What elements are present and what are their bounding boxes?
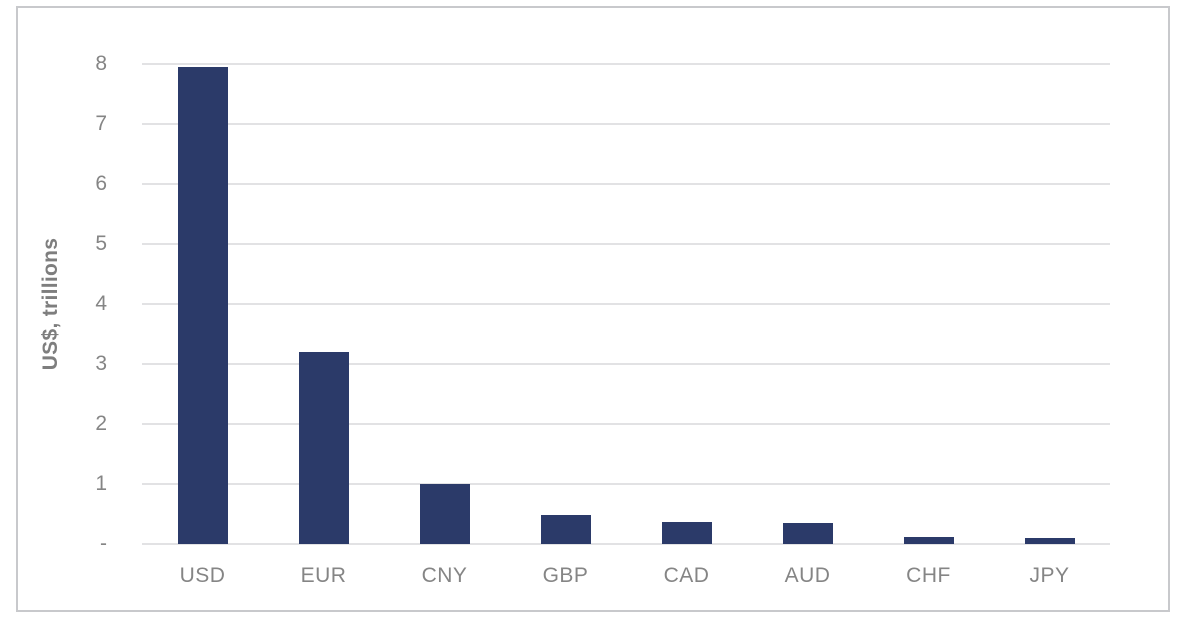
x-tick-label-cad: CAD xyxy=(663,564,710,587)
y-tick-label: - xyxy=(100,532,107,555)
bar-cny xyxy=(419,484,470,544)
x-tick-label-gbp: GBP xyxy=(542,564,589,587)
bar-eur xyxy=(298,352,349,544)
y-tick-label: 8 xyxy=(95,52,107,75)
y-tick-label: 2 xyxy=(95,412,107,435)
y-tick-label: 1 xyxy=(95,472,107,495)
y-tick-label: 3 xyxy=(95,352,107,375)
x-tick-label-usd: USD xyxy=(179,564,226,587)
y-axis-ticks: - 1 2 3 4 5 6 7 8 xyxy=(18,52,107,555)
bar-gbp xyxy=(540,515,591,544)
x-tick-label-jpy: JPY xyxy=(1029,564,1070,587)
bar-aud xyxy=(782,523,833,544)
bar-usd xyxy=(177,67,228,544)
gridline xyxy=(142,123,1110,125)
x-tick-label-chf: CHF xyxy=(906,564,951,587)
y-tick-label: 5 xyxy=(95,232,107,255)
x-tick-label-eur: EUR xyxy=(300,564,347,587)
bar-jpy xyxy=(1024,538,1075,544)
x-tick-label-cny: CNY xyxy=(421,564,468,587)
gridline xyxy=(142,63,1110,65)
gridline xyxy=(142,363,1110,365)
y-tick-label: 6 xyxy=(95,172,107,195)
gridline xyxy=(142,243,1110,245)
x-axis-labels: USD EUR CNY GBP CAD AUD CHF JPY xyxy=(142,562,1110,592)
bar-chf xyxy=(903,537,954,544)
y-tick-label: 7 xyxy=(95,112,107,135)
plot-area xyxy=(142,63,1110,545)
gridline xyxy=(142,183,1110,185)
gridline xyxy=(142,303,1110,305)
y-tick-label: 4 xyxy=(95,292,107,315)
gridline xyxy=(142,483,1110,485)
bar-cad xyxy=(661,522,712,544)
x-tick-label-aud: AUD xyxy=(784,564,831,587)
gridline xyxy=(142,423,1110,425)
gridline xyxy=(142,543,1110,545)
